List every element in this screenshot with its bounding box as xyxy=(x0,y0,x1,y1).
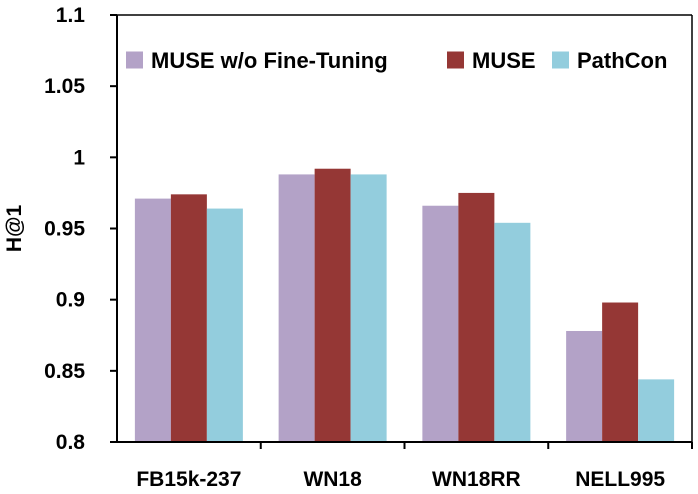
x-category-label: NELL995 xyxy=(575,468,665,491)
y-tick-label: 0.9 xyxy=(56,289,85,312)
bar xyxy=(206,208,243,442)
bar xyxy=(494,222,531,442)
y-tick-label: 0.95 xyxy=(44,218,85,241)
bar xyxy=(566,330,603,442)
bar xyxy=(638,379,675,442)
y-tick-label: 1.05 xyxy=(44,75,85,98)
y-axis-title: H@1 xyxy=(3,205,26,253)
legend-swatch xyxy=(447,51,464,69)
y-tick-label: 0.85 xyxy=(44,360,85,383)
x-axis-labels: FB15k-237 WN18 WN18RR NELL995 xyxy=(136,442,693,491)
legend-label: MUSE w/o Fine-Tuning xyxy=(151,48,388,73)
x-category-label: WN18 xyxy=(303,468,362,491)
bar xyxy=(314,168,351,442)
legend-swatch xyxy=(126,51,143,69)
x-category-label: FB15k-237 xyxy=(136,468,241,491)
x-category-label: WN18RR xyxy=(432,468,521,491)
legend-label: MUSE xyxy=(472,48,536,73)
legend: MUSE w/o Fine-Tuning MUSE PathCon xyxy=(126,48,667,73)
bar xyxy=(170,194,207,442)
bar xyxy=(278,174,315,442)
y-tick-label: 1 xyxy=(73,146,85,169)
bar xyxy=(350,174,387,442)
legend-label: PathCon xyxy=(577,48,667,73)
y-tick-label: 1.1 xyxy=(56,4,86,27)
bar xyxy=(458,192,495,442)
y-axis-ticks: 0.8 0.85 0.9 0.95 1 1.05 1.1 xyxy=(44,4,117,454)
legend-swatch xyxy=(552,51,569,69)
y-tick-label: 0.8 xyxy=(56,431,86,454)
bar xyxy=(422,205,459,442)
bar xyxy=(602,302,639,442)
bar xyxy=(134,198,171,442)
bars xyxy=(134,168,675,442)
